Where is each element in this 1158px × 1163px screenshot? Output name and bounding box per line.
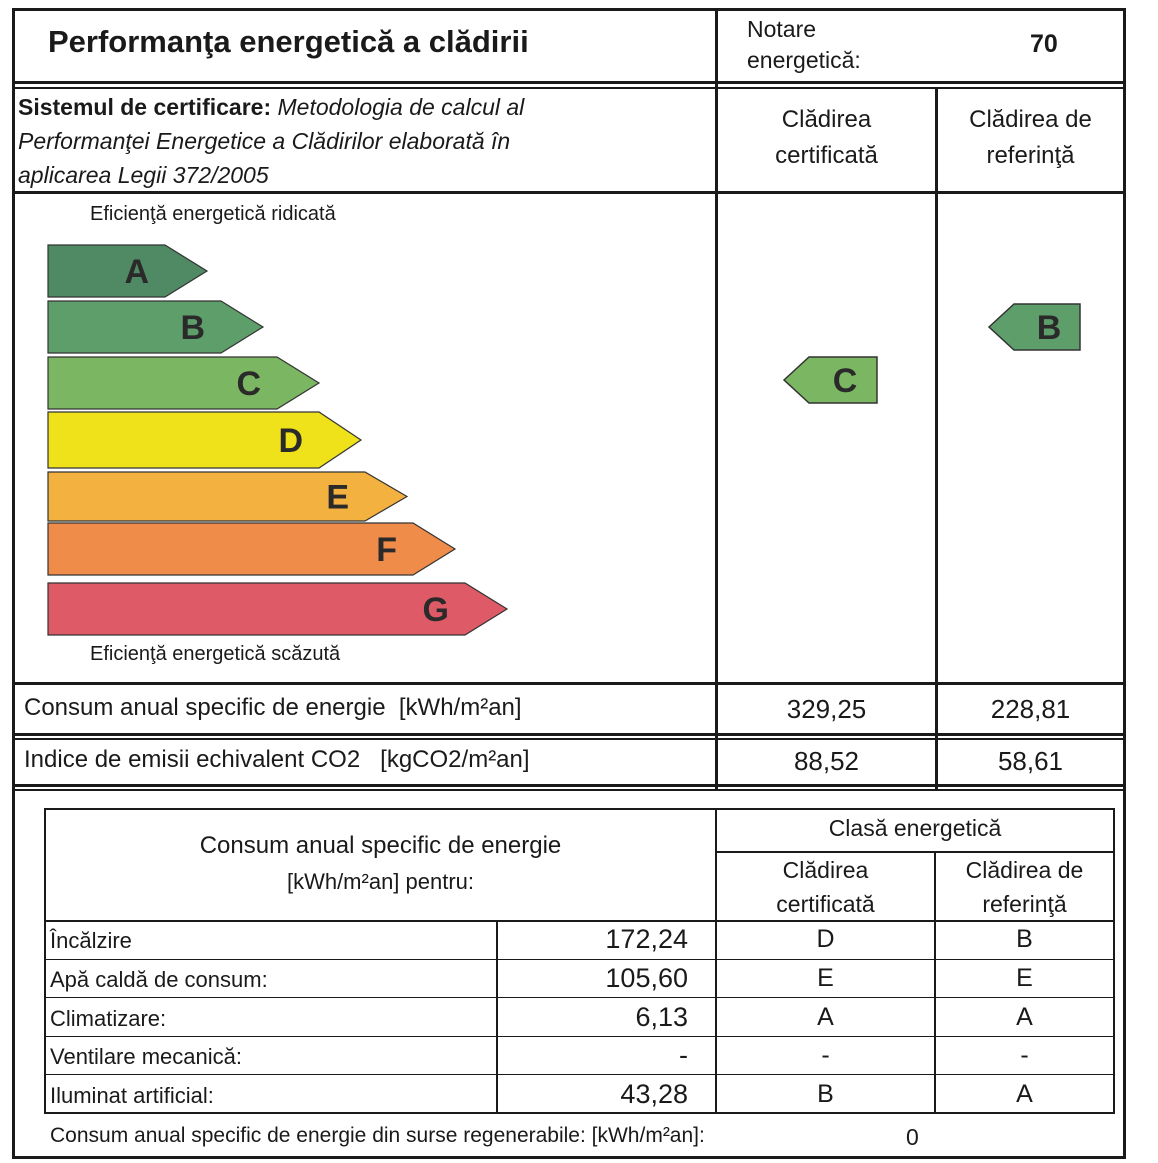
detail-column-certified-line2: certificată [776,891,875,917]
column-header-reference: Clădirea de referinţă [938,102,1123,174]
row-value: - [679,1040,688,1070]
row-certified-class: D [816,925,835,953]
row-certified-class: A [817,1003,834,1031]
row-label: Climatizare: [50,1006,167,1031]
co2-index-label: Indice de emisii echivalent CO2 [kgCO2/m… [24,746,530,773]
energy-class-d-arrow: D [47,411,365,469]
certification-line1: Metodologia de calcul al [277,94,525,120]
row-value: 105,60 [605,963,688,993]
row-reference-class: A [1016,1080,1033,1108]
row-value: 172,24 [605,924,688,954]
scale-top-label: Eficienţă energetică ridicată [90,203,336,225]
energy-class-e-arrow: E [47,471,411,522]
rating-label-line2: energetică: [747,47,861,73]
detail-column-reference-line2: referinţă [982,891,1067,917]
energy-class-letter: C [236,365,261,403]
certification-system-label: Sistemul de certificare: [18,94,272,120]
renewable-energy-value: 0 [906,1124,919,1150]
reference-class-indicator: B [988,303,1082,351]
column-header-reference-line1: Clădirea de [969,106,1092,133]
rating-label-line1: Notare [747,16,817,42]
row-certified-class: - [821,1041,830,1069]
row-label: Încălzire [50,928,132,953]
energy-class-c-arrow: C [47,356,323,410]
row-reference-class: - [1020,1041,1029,1069]
certification-description: Sistemul de certificare: Metodologia de … [18,90,708,192]
row-value: 6,13 [635,1002,688,1032]
column-header-reference-line2: referinţă [986,142,1075,169]
scale-bottom-label: Eficienţă energetică scăzută [90,643,341,665]
row-certified-class: E [817,964,834,992]
detail-header-line1: Consum anual specific de energie [199,832,562,859]
detail-header: Consum anual specific de energie [kWh/m²… [46,828,715,900]
co2-index-certified: 88,52 [793,746,860,776]
row-certified-class: B [817,1080,834,1108]
energy-consumption-label: Consum anual specific de energie [kWh/m²… [24,694,522,721]
renewable-energy-label: Consum anual specific de energie din sur… [50,1124,705,1147]
rating-value: 70 [1030,30,1058,58]
energy-consumption-certified: 329,25 [786,694,867,724]
column-header-certified-line2: certificată [775,142,878,169]
certified-class-indicator: C [783,356,879,404]
detail-column-reference: Clădirea de referinţă [936,853,1113,921]
detail-column-certified: Clădirea certificată [717,853,934,921]
energy-class-a-arrow: A [47,244,211,298]
energy-class-letter: F [376,531,397,569]
row-reference-class: A [1016,1003,1033,1031]
energy-class-g-arrow: G [47,582,511,636]
energy-class-letter: D [278,422,303,460]
certification-line3: aplicarea Legii 372/2005 [18,162,269,188]
energy-class-letter: A [124,253,149,291]
column-header-certified: Clădirea certificată [718,102,935,174]
energy-class-letter: E [326,479,349,517]
energy-class-b-arrow: B [47,300,267,354]
row-label: Apă caldă de consum: [50,967,268,992]
energy-class-letter: B [180,309,205,347]
row-label: Iluminat artificial: [50,1083,214,1108]
energy-consumption-reference: 228,81 [990,694,1071,724]
row-reference-class: B [1016,925,1033,953]
energy-class-f-arrow: F [47,522,459,576]
detail-column-certified-line1: Clădirea [782,857,869,883]
row-reference-class: E [1016,964,1033,992]
row-value: 43,28 [620,1079,688,1109]
energy-class-letter: G [423,591,449,629]
rating-label: Notare energetică: [747,14,861,76]
page-title: Performanţa energetică a clădirii [48,24,529,59]
row-label: Ventilare mecanică: [50,1044,242,1069]
certification-line2: Performanţei Energetice a Clădirilor ela… [18,128,511,154]
indicator-letter: B [1037,309,1062,347]
co2-index-reference: 58,61 [997,746,1064,776]
energy-class-header: Clasă energetică [828,815,1002,841]
indicator-letter: C [833,362,858,400]
column-header-certified-line1: Clădirea [781,106,872,133]
detail-header-line2: [kWh/m²an] pentru: [286,869,475,894]
detail-column-reference-line1: Clădirea de [965,857,1084,883]
